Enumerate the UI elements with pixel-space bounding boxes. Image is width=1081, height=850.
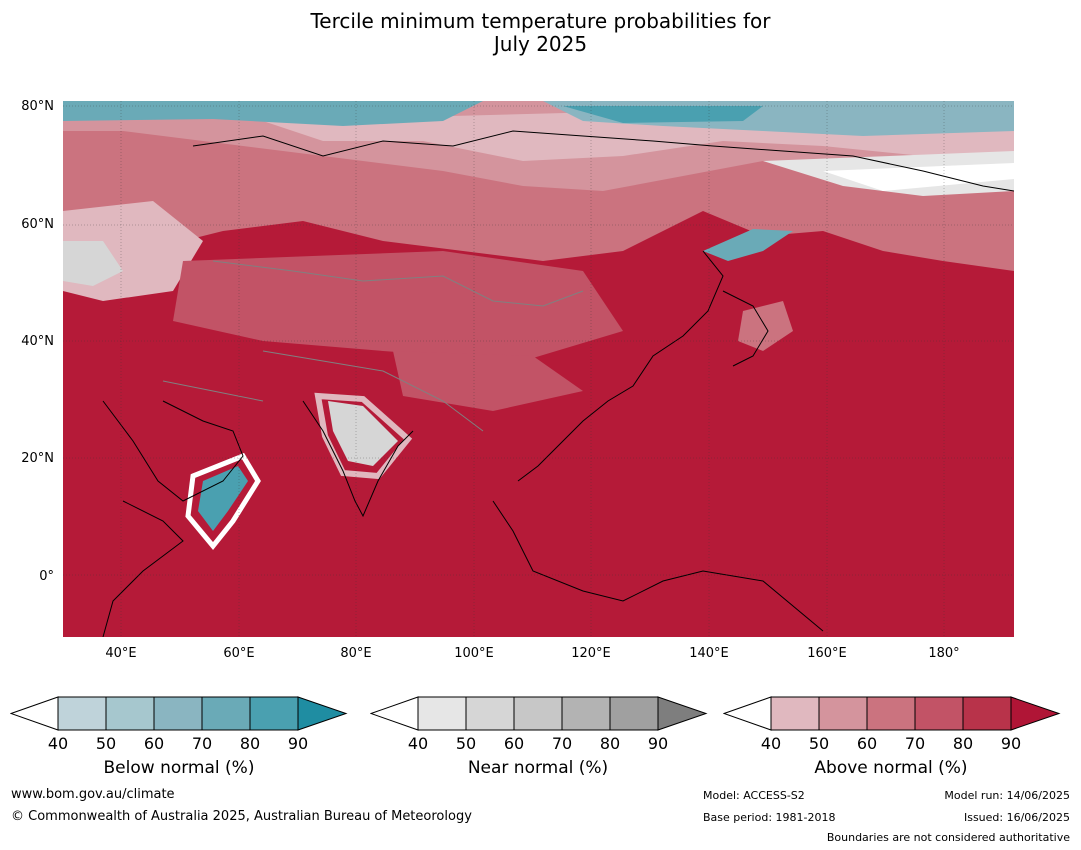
footer-issued: Issued: 16/06/2025: [963, 811, 1070, 824]
colorbar-below-normal-graphic: [10, 696, 348, 731]
colorbar-segment: [513, 696, 563, 731]
colorbar-extend-high: [657, 696, 708, 731]
lon-label-160e: 160°E: [807, 646, 847, 661]
tick-label: 70: [551, 734, 573, 753]
lon-label-80e: 80°E: [340, 646, 372, 661]
tick-label: 50: [455, 734, 477, 753]
colorbar-segment: [105, 696, 155, 731]
country-borders: [162, 260, 584, 432]
tick-label: 80: [599, 734, 621, 753]
tick-label: 40: [407, 734, 429, 753]
white-patch-northeast: [823, 163, 1014, 191]
colorbar-below-normal: [10, 696, 348, 732]
tick-label: 40: [47, 734, 69, 753]
colorbar-segment: [57, 696, 107, 731]
colorbar-segment: [417, 696, 467, 731]
lat-label-60n: 60°N: [21, 217, 54, 232]
colorbar-segment: [962, 696, 1012, 731]
colorbar-near-label: Near normal (%): [467, 758, 609, 778]
footer-website: www.bom.gov.au/climate: [11, 787, 175, 802]
central-asia-mid: [173, 251, 623, 361]
india-near-normal: [328, 401, 398, 466]
tick-label: 50: [95, 734, 117, 753]
colorbar-above-label: Above normal (%): [814, 758, 968, 778]
coastline-east-asia: [517, 250, 724, 482]
tick-label: 70: [191, 734, 213, 753]
colorbar-segment: [561, 696, 611, 731]
colorbar-segment: [249, 696, 299, 731]
tick-label: 90: [647, 734, 669, 753]
colorbar-segment: [770, 696, 820, 731]
lon-label-140e: 140°E: [689, 646, 729, 661]
probability-map: [63, 101, 1014, 637]
lat-label-20n: 20°N: [21, 451, 54, 466]
footer-copyright: © Commonwealth of Australia 2025, Austra…: [11, 809, 472, 824]
colorbar-extend-low: [723, 696, 772, 731]
colorbar-segment: [914, 696, 964, 731]
colorbar-near-normal: [370, 696, 708, 732]
tick-label: 90: [287, 734, 309, 753]
lon-label-40e: 40°E: [105, 646, 137, 661]
colorbar-extend-high: [297, 696, 348, 731]
colorbar-below-label: Below normal (%): [103, 758, 255, 778]
coastline-india: [302, 400, 414, 518]
tick-label: 40: [760, 734, 782, 753]
lon-label-120e: 120°E: [571, 646, 611, 661]
tick-label: 90: [1000, 734, 1022, 753]
tick-label: 60: [143, 734, 165, 753]
tick-label: 50: [808, 734, 830, 753]
west-grey-region: [63, 241, 123, 286]
lon-label-100e: 100°E: [454, 646, 494, 661]
lon-label-180: 180°: [928, 646, 960, 661]
colorbar-above-normal-graphic: [723, 696, 1061, 731]
lat-label-40n: 40°N: [21, 334, 54, 349]
lat-label-80n: 80°N: [21, 99, 54, 114]
tibet-mid: [393, 351, 583, 411]
coastline-north: [192, 130, 1014, 192]
coastline-arabia: [102, 400, 244, 502]
colorbar-segment: [818, 696, 868, 731]
colorbar-segment: [609, 696, 659, 731]
tick-label: 80: [239, 734, 261, 753]
below-normal-arctic-teal: [563, 106, 763, 123]
coastline-seasia: [492, 500, 824, 632]
colorbar-above-normal: [723, 696, 1061, 732]
okhotsk-below-normal: [703, 229, 793, 261]
colorbar-extend-low: [10, 696, 59, 731]
colorbar-segment: [201, 696, 251, 731]
colorbar-extend-high: [1010, 696, 1061, 731]
colorbar-segment: [465, 696, 515, 731]
title-line-2: July 2025: [493, 32, 588, 56]
colorbar-extend-low: [370, 696, 419, 731]
coastline-japan: [722, 290, 769, 367]
tick-label: 60: [856, 734, 878, 753]
footer-model-run: Model run: 14/06/2025: [944, 789, 1070, 802]
footer-model: Model: ACCESS-S2: [703, 789, 805, 802]
coastline-africa: [102, 500, 184, 637]
colorbar-segment: [153, 696, 203, 731]
footer-base-period: Base period: 1981-2018: [703, 811, 836, 824]
tick-label: 80: [952, 734, 974, 753]
colorbar-segment: [866, 696, 916, 731]
tick-label: 70: [904, 734, 926, 753]
footer-disclaimer: Boundaries are not considered authoritat…: [826, 831, 1070, 844]
title-line-1: Tercile minimum temperature probabilitie…: [310, 9, 771, 33]
chart-title: Tercile minimum temperature probabilitie…: [0, 10, 1081, 56]
lon-label-60e: 60°E: [223, 646, 255, 661]
tick-label: 60: [503, 734, 525, 753]
below-normal-north: [63, 101, 483, 126]
gulf-aden-below-normal: [198, 466, 248, 531]
lat-label-0: 0°: [39, 569, 54, 584]
map-gridlines: [63, 101, 1014, 637]
colorbar-near-normal-graphic: [370, 696, 708, 731]
